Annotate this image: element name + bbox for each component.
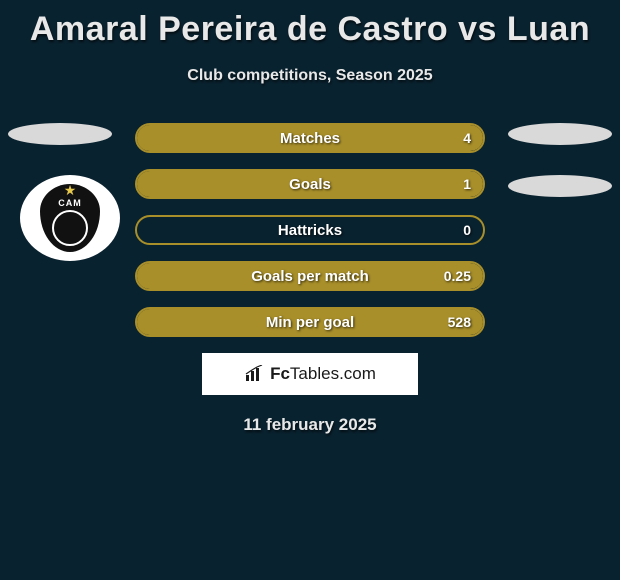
stat-value-right: 528 xyxy=(448,314,471,330)
stat-value-right: 4 xyxy=(463,130,471,146)
star-icon: ★ xyxy=(64,182,77,199)
stat-row-goals: Goals 1 xyxy=(135,169,485,199)
brand-text: FcTables.com xyxy=(270,364,376,384)
stat-label: Hattricks xyxy=(278,222,342,239)
page-title: Amaral Pereira de Castro vs Luan xyxy=(0,0,620,49)
player-right-badge-placeholder-2 xyxy=(508,175,612,197)
stat-value-right: 1 xyxy=(463,176,471,192)
stat-row-min-per-goal: Min per goal 528 xyxy=(135,307,485,337)
stat-row-hattricks: Hattricks 0 xyxy=(135,215,485,245)
stat-label: Min per goal xyxy=(266,314,354,331)
bar-chart-icon xyxy=(244,365,266,383)
date-text: 11 february 2025 xyxy=(0,415,620,435)
club-badge-circle xyxy=(52,210,88,246)
club-badge-left: ★ CAM xyxy=(20,175,120,261)
stat-value-right: 0 xyxy=(463,222,471,238)
player-left-badge-placeholder-1 xyxy=(8,123,112,145)
subtitle: Club competitions, Season 2025 xyxy=(0,67,620,85)
club-badge-shield: ★ CAM xyxy=(40,184,100,252)
stats-section: ★ CAM Matches 4 Goals 1 Hattricks 0 Goal… xyxy=(0,123,620,435)
stat-label: Matches xyxy=(280,130,340,147)
stat-label: Goals xyxy=(289,176,331,193)
player-right-badge-placeholder-1 xyxy=(508,123,612,145)
club-badge-text: CAM xyxy=(58,198,82,208)
stat-row-matches: Matches 4 xyxy=(135,123,485,153)
stat-value-right: 0.25 xyxy=(444,268,471,284)
stat-row-goals-per-match: Goals per match 0.25 xyxy=(135,261,485,291)
brand-box: FcTables.com xyxy=(202,353,418,395)
stat-label: Goals per match xyxy=(251,268,369,285)
stat-rows: Matches 4 Goals 1 Hattricks 0 Goals per … xyxy=(135,123,485,337)
